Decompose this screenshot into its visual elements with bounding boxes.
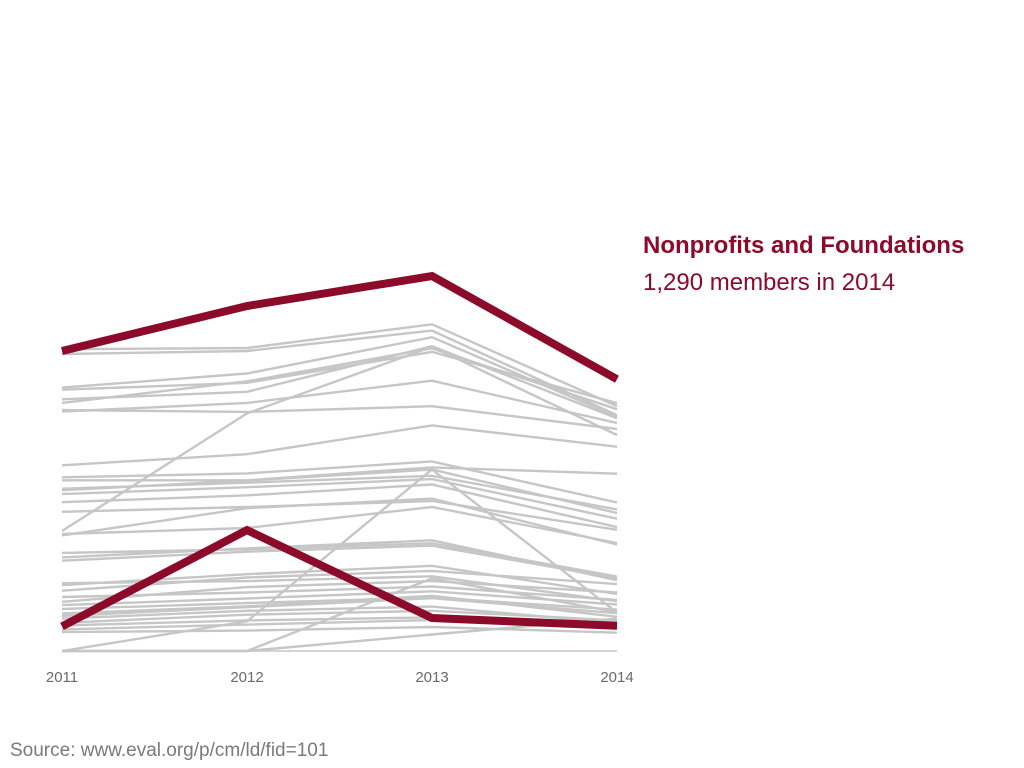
series-line-39 [61,596,618,611]
series-line-27 [61,596,618,618]
series-line-34 [61,467,618,653]
series-line-29 [61,609,618,624]
series-line-9 [61,424,618,467]
series-line-10 [61,460,618,504]
series-line-5 [61,347,618,411]
x-tick-label-2011: 2011 [46,669,78,686]
annotation-title: Nonprofits and Foundations [643,232,964,259]
series-line-20 [61,544,618,580]
series-line-8 [61,404,618,431]
x-tick-label-2013: 2013 [415,669,448,686]
series-line-6 [61,344,618,420]
annotation-subtitle: 1,290 members in 2014 [643,269,895,296]
series-line-32 [61,625,618,634]
series-line-15 [61,483,618,529]
series-line-14 [61,477,618,520]
highlight-series-line-1 [61,271,619,383]
series-line-7 [61,379,618,425]
x-tick-label-2014: 2014 [600,669,633,686]
series-line-13 [61,468,618,515]
source-note: Source: www.eval.org/p/cm/ld/fid=101 [10,740,329,761]
series-line-17 [61,497,618,546]
series-line-16 [61,499,618,531]
highlight-series-line-2 [60,525,618,630]
x-axis-ticks: 2011 2012 2013 2014 [46,669,634,686]
x-tick-label-2012: 2012 [230,669,263,686]
series-line-38 [61,585,618,602]
background-series-group [61,323,618,653]
series-line-25 [61,590,618,607]
series-line-33 [61,345,618,533]
series-line-2 [61,329,618,417]
series-line-37 [61,505,618,545]
highlighted-series-group [60,271,619,630]
series-line-1 [61,323,618,408]
